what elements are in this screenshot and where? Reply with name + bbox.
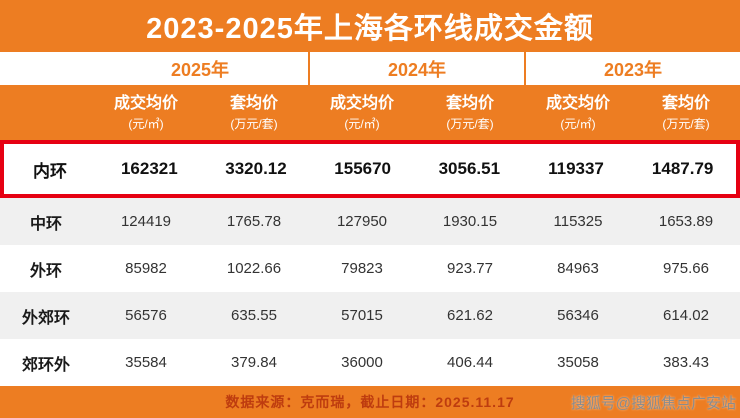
- column-header-label: 成交均价: [545, 94, 610, 112]
- table-cell: 406.44: [447, 354, 493, 371]
- column-header-avg-2024: 套均价 (万元/套): [416, 94, 524, 132]
- column-header-avg-2025: 套均价 (万元/套): [200, 94, 308, 132]
- year-header-row: 2025年 2024年 2023年: [0, 52, 740, 85]
- row-label: 内环: [33, 161, 67, 181]
- column-header-label: 套均价: [661, 94, 710, 112]
- row-label: 中环: [29, 215, 62, 233]
- table-cell: 155670: [334, 159, 392, 178]
- column-header-price-2025: 成交均价 (元/㎡): [92, 94, 200, 132]
- table-cell: 84963: [557, 260, 599, 277]
- column-header-unit: (万元/套): [446, 116, 494, 131]
- row-label: 外郊环: [21, 309, 70, 327]
- year-header-2023: 2023年: [524, 52, 740, 85]
- table-cell: 79823: [341, 260, 383, 277]
- column-header-price-2023: 成交均价 (元/㎡): [524, 94, 632, 132]
- column-header-unit: (元/㎡): [344, 116, 380, 131]
- table-cell: 379.84: [231, 354, 277, 371]
- table-cell: 1653.89: [658, 213, 714, 230]
- table-cell: 1765.78: [226, 213, 282, 230]
- table-cell: 383.43: [663, 354, 709, 371]
- table-row-inner-ring: 内环 162321 3320.12 155670 3056.51 119337 …: [0, 140, 740, 198]
- column-header-price-2024: 成交均价 (元/㎡): [308, 94, 416, 132]
- table-cell: 56576: [125, 307, 167, 324]
- table-row-outer-suburb-ring: 外郊环 56576 635.55 57015 621.62 56346 614.…: [0, 292, 740, 339]
- table-cell: 124419: [120, 213, 172, 230]
- table-cell: 85982: [125, 260, 167, 277]
- table-cell: 119337: [548, 159, 604, 178]
- table-cell: 36000: [341, 354, 383, 371]
- page-title: 2023-2025年上海各环线成交金额: [0, 0, 740, 52]
- column-header-label: 成交均价: [329, 94, 394, 112]
- table-cell: 975.66: [663, 260, 709, 277]
- row-label: 郊环外: [21, 356, 70, 374]
- table-cell: 621.62: [447, 307, 493, 324]
- table-cell: 1487.79: [651, 159, 714, 178]
- table-cell: 35584: [125, 354, 167, 371]
- table-cell: 56346: [557, 307, 599, 324]
- column-header-label: 套均价: [445, 94, 494, 112]
- column-header-avg-2023: 套均价 (万元/套): [632, 94, 740, 132]
- column-header-row: 成交均价 (元/㎡) 套均价 (万元/套) 成交均价 (元/㎡) 套均价 (万元…: [0, 85, 740, 140]
- year-header-spacer: [0, 52, 92, 85]
- column-header-unit: (元/㎡): [560, 116, 596, 131]
- table-cell: 162321: [120, 159, 178, 178]
- year-header-2024: 2024年: [308, 52, 524, 85]
- table-cell: 614.02: [663, 307, 709, 324]
- year-header-2025: 2025年: [170, 59, 230, 80]
- table-row-outer-ring: 外环 85982 1022.66 79823 923.77 84963 975.…: [0, 245, 740, 292]
- table-row-beyond-suburb-ring: 郊环外 35584 379.84 36000 406.44 35058 383.…: [0, 339, 740, 386]
- table-cell: 923.77: [447, 260, 493, 277]
- table-cell: 35058: [557, 354, 599, 371]
- table-row-middle-ring: 中环 124419 1765.78 127950 1930.15 115325 …: [0, 198, 740, 245]
- table-cell: 57015: [341, 307, 383, 324]
- column-header-unit: (元/㎡): [128, 116, 164, 131]
- column-header-label: 套均价: [229, 94, 278, 112]
- column-header-unit: (万元/套): [662, 116, 710, 131]
- column-header-unit: (万元/套): [230, 116, 278, 131]
- table-cell: 635.55: [231, 307, 277, 324]
- table-cell: 1930.15: [442, 213, 498, 230]
- table-cell: 3056.51: [438, 159, 501, 178]
- table-cell: 127950: [336, 213, 388, 230]
- table-cell: 3320.12: [225, 159, 287, 178]
- data-source-note: 数据来源：克而瑞，截止日期：2025.11.17: [0, 386, 740, 418]
- column-header-label: 成交均价: [113, 94, 178, 112]
- row-label: 外环: [29, 262, 62, 280]
- table-cell: 1022.66: [226, 260, 282, 277]
- table-cell: 115325: [553, 213, 603, 230]
